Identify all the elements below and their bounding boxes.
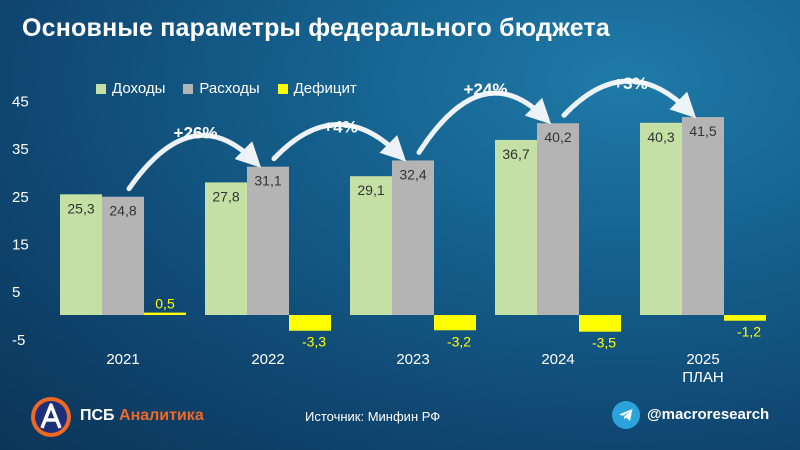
x-tick-label: 2022: [251, 351, 284, 368]
legend-label-income: Доходы: [112, 80, 166, 97]
legend-swatch-deficit: [277, 83, 288, 94]
telegram-plane-icon: [619, 409, 633, 421]
data-label-income: 36,7: [502, 146, 529, 162]
data-label-income: 40,3: [647, 129, 674, 145]
bar-deficit: [144, 312, 186, 315]
y-tick-label: 5: [12, 284, 20, 301]
x-tick-label: 2021: [106, 351, 139, 368]
brand-accent: Аналитика: [119, 407, 204, 424]
bar-income: [350, 176, 392, 315]
data-label-expense: 41,5: [689, 123, 716, 139]
data-label-deficit: -1,2: [737, 324, 761, 340]
bar-income: [640, 122, 682, 315]
growth-arrow: [271, 122, 407, 162]
bar-expense: [247, 166, 289, 315]
growth-arrow: [416, 90, 552, 155]
x-tick-label: 2025: [686, 351, 719, 368]
growth-label: +4%: [323, 117, 358, 136]
bar-income: [60, 194, 102, 315]
bar-deficit: [434, 315, 476, 331]
data-label-income: 27,8: [212, 188, 239, 204]
bar-deficit: [579, 315, 621, 332]
legend-swatch-income: [96, 83, 106, 94]
bar-expense: [102, 196, 144, 315]
psb-logo-icon: [31, 397, 71, 437]
data-label-expense: 31,1: [254, 173, 281, 189]
legend-label-deficit: Дефицит: [293, 80, 357, 97]
data-label-expense: 24,8: [109, 203, 136, 219]
growth-label: +24%: [464, 80, 508, 99]
legend-swatch-expense: [183, 83, 194, 94]
legend-item-expense: Расходы: [183, 80, 260, 97]
telegram-handle[interactable]: @macroresearch: [647, 406, 770, 423]
chart-title: Основные параметры федерального бюджета: [22, 14, 611, 42]
y-tick-label: 25: [12, 189, 29, 206]
source-note: Источник: Минфин РФ: [305, 409, 441, 424]
data-label-deficit: -3,2: [447, 333, 471, 349]
bar-income: [205, 182, 247, 315]
data-label-deficit: -3,5: [592, 335, 616, 351]
bar-income: [495, 139, 537, 315]
bar-expense: [537, 123, 579, 315]
legend-item-income: Доходы: [96, 80, 165, 97]
growth-label: +26%: [174, 124, 218, 143]
bar-deficit: [724, 315, 766, 321]
growth-arrow: [126, 132, 262, 192]
telegram-icon[interactable]: [612, 401, 640, 429]
x-tick-label: 2023: [396, 351, 429, 368]
data-label-income: 29,1: [357, 182, 384, 198]
legend-item-deficit: Дефицит: [277, 80, 357, 97]
brand: ПСБ Аналитика: [80, 407, 204, 425]
growth-label: +3%: [613, 74, 648, 93]
legend-label-expense: Расходы: [199, 80, 260, 97]
growth-arrow: [561, 78, 697, 119]
x-tick-label: 2024: [541, 351, 574, 368]
data-label-expense: 40,2: [544, 129, 571, 145]
data-label-deficit: 0,5: [155, 296, 175, 312]
bar-expense: [392, 160, 434, 315]
data-label-income: 25,3: [67, 200, 94, 216]
y-tick-label: -5: [12, 332, 25, 349]
bar-expense: [682, 117, 724, 315]
legend: Доходы Расходы Дефицит: [96, 80, 357, 97]
y-tick-label: 45: [12, 93, 29, 110]
data-label-deficit: -3,3: [302, 334, 326, 350]
brand-main: ПСБ: [80, 407, 115, 424]
data-label-expense: 32,4: [399, 166, 426, 182]
y-tick-label: 15: [12, 236, 29, 253]
bar-deficit: [289, 315, 331, 331]
y-tick-label: 35: [12, 141, 29, 158]
x-tick-label: ПЛАН: [682, 369, 723, 386]
